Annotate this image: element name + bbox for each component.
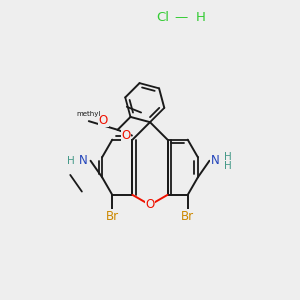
Text: methyl: methyl xyxy=(76,111,101,117)
Text: H: H xyxy=(224,161,232,171)
Text: Cl: Cl xyxy=(156,11,169,24)
Text: N: N xyxy=(211,154,220,167)
Text: O: O xyxy=(121,129,130,142)
Text: H: H xyxy=(196,11,206,24)
Text: O: O xyxy=(99,114,108,127)
Text: —: — xyxy=(175,11,188,24)
Text: Br: Br xyxy=(181,210,194,223)
Text: O: O xyxy=(146,199,154,212)
Text: Br: Br xyxy=(106,210,119,223)
Text: N: N xyxy=(79,154,88,167)
Text: H: H xyxy=(224,152,232,162)
Text: H: H xyxy=(68,156,75,166)
